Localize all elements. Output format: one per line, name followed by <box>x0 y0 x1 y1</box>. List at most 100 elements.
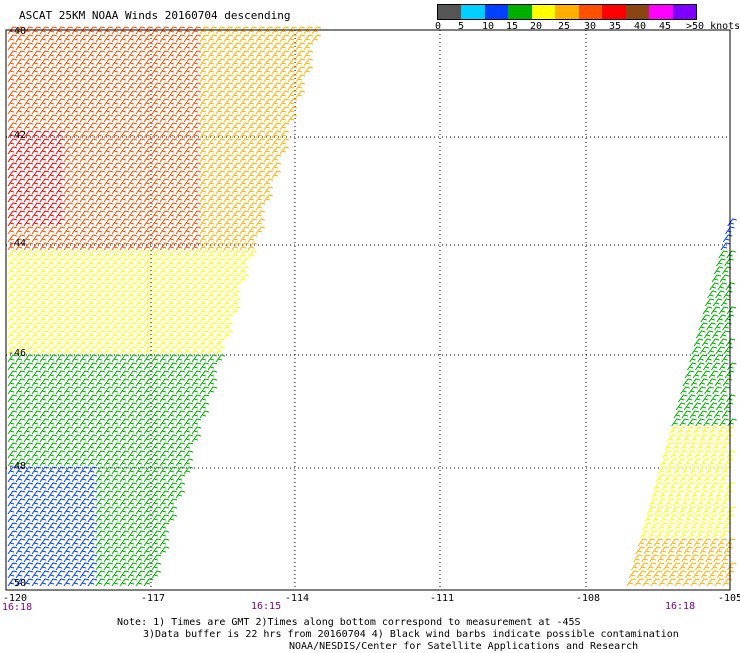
wind-barb <box>7 362 18 371</box>
wind-barb <box>47 66 58 75</box>
wind-barb <box>71 226 82 235</box>
wind-barb <box>95 26 106 35</box>
wind-barb <box>55 426 66 435</box>
wind-barb <box>23 66 34 75</box>
wind-barb <box>15 306 26 315</box>
wind-barb <box>63 266 74 275</box>
wind-barb <box>63 154 74 163</box>
wind-barb <box>87 458 98 467</box>
wind-barb <box>167 338 178 347</box>
wind-barb <box>159 138 170 147</box>
wind-barb <box>151 338 162 347</box>
wind-barb <box>231 26 242 35</box>
wind-barb <box>708 570 719 579</box>
wind-barb <box>672 442 683 451</box>
wind-barb <box>705 354 715 363</box>
wind-barb <box>71 234 82 243</box>
wind-barb <box>135 450 146 459</box>
wind-barb <box>71 298 82 307</box>
wind-barb <box>239 258 250 267</box>
wind-barb <box>718 450 728 459</box>
wind-barb <box>697 554 707 563</box>
wind-barb <box>47 322 58 331</box>
wind-barb <box>279 146 290 155</box>
wind-barb <box>199 74 210 83</box>
wind-barb <box>31 514 42 523</box>
wind-barb <box>183 442 194 451</box>
wind-barb <box>207 130 218 139</box>
wind-barb <box>87 170 98 179</box>
wind-barb <box>79 226 90 235</box>
wind-barb <box>31 498 42 507</box>
wind-barb <box>111 362 122 371</box>
wind-barb <box>23 450 34 459</box>
wind-barb <box>135 34 146 43</box>
wind-barb <box>47 162 58 171</box>
wind-barb <box>15 546 26 555</box>
wind-barb <box>175 82 186 91</box>
wind-barb <box>15 282 26 291</box>
wind-barb <box>23 570 34 579</box>
wind-barb <box>127 418 138 427</box>
wind-barb <box>183 154 194 163</box>
wind-barb <box>183 34 194 43</box>
wind-barb <box>135 546 146 555</box>
wind-barb <box>175 426 186 435</box>
wind-barb <box>167 426 178 435</box>
wind-barb <box>650 522 660 531</box>
wind-barb <box>55 282 66 291</box>
wind-barb <box>663 474 674 483</box>
wind-barb <box>167 514 178 523</box>
wind-barb <box>79 290 90 299</box>
wind-barb <box>159 418 170 427</box>
wind-barb <box>71 274 82 283</box>
wind-barb <box>55 34 66 43</box>
wind-barb <box>215 298 226 307</box>
wind-barb <box>103 506 114 515</box>
wind-barb <box>159 202 170 211</box>
wind-barb <box>167 482 178 491</box>
wind-barb <box>87 90 98 99</box>
wind-barb <box>673 410 684 419</box>
wind-barb <box>685 482 695 491</box>
wind-barb <box>103 258 114 267</box>
wind-barb <box>31 410 42 419</box>
wind-barb <box>135 442 146 451</box>
wind-barb <box>15 42 26 51</box>
wind-barb <box>135 242 146 251</box>
wind-barb <box>31 538 42 547</box>
wind-barb <box>23 506 34 515</box>
wind-barb <box>55 514 66 523</box>
wind-barb <box>239 74 250 83</box>
wind-barb <box>95 346 106 355</box>
wind-barb <box>167 122 178 131</box>
wind-barb <box>255 218 266 227</box>
wind-barb <box>103 306 114 315</box>
wind-barb <box>31 570 42 579</box>
wind-barb <box>223 234 234 243</box>
wind-barb <box>39 202 50 211</box>
wind-barb <box>167 114 178 123</box>
wind-barb <box>87 178 98 187</box>
wind-barb <box>87 282 98 291</box>
wind-barb <box>711 474 722 483</box>
wind-barb <box>143 162 154 171</box>
wind-barb <box>79 578 90 587</box>
wind-barb <box>191 394 202 403</box>
wind-barb <box>143 50 154 59</box>
wind-barb <box>663 530 674 539</box>
wind-barb <box>207 370 218 379</box>
wind-barb <box>271 130 282 139</box>
wind-barb <box>231 34 242 43</box>
wind-barb <box>71 514 82 523</box>
wind-barb <box>71 202 82 211</box>
wind-barb <box>79 546 90 555</box>
wind-barb <box>63 306 74 315</box>
wind-barb <box>719 474 730 483</box>
wind-barb <box>23 402 34 411</box>
wind-barb <box>7 146 18 155</box>
wind-barb <box>135 210 146 219</box>
wind-barb <box>135 74 146 83</box>
wind-barb <box>175 218 186 227</box>
wind-barb <box>636 570 647 579</box>
